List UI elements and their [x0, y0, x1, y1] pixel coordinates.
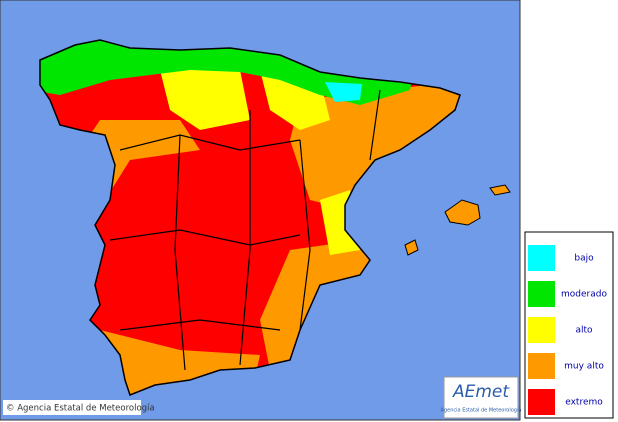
credit: © Agencia Estatal de Meteorología [6, 404, 155, 414]
risk-area [290, 80, 460, 210]
risk-area [260, 240, 380, 370]
legend-swatch [528, 389, 555, 415]
logo-name: AEmet [452, 382, 510, 402]
logo-subtitle: Agencia Estatal de Meteorología [441, 407, 522, 414]
legend-swatch [528, 281, 555, 307]
legend-label: alto [575, 326, 593, 336]
legend-items: bajo moderado alto muy alto extremo [528, 245, 607, 415]
legend-label: moderado [561, 290, 607, 300]
menorca [489, 184, 511, 196]
logo [443, 376, 519, 419]
ibiza [404, 239, 419, 256]
credit-bg [3, 400, 141, 415]
legend-swatch [528, 353, 555, 379]
province-borders [109, 89, 381, 371]
legend-label: muy alto [564, 362, 604, 372]
risk-area [160, 70, 250, 130]
legend-label: bajo [574, 254, 594, 264]
risk-area [325, 82, 362, 102]
legend-swatch [528, 317, 555, 343]
legend-label: extremo [565, 398, 603, 408]
mallorca [444, 199, 481, 226]
legend-swatch [528, 245, 555, 271]
